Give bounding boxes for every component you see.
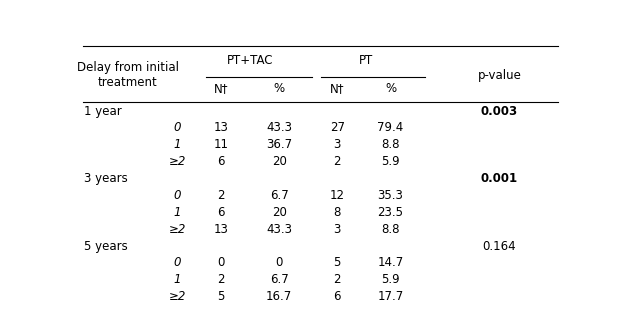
- Text: 43.3: 43.3: [266, 223, 292, 236]
- Text: 2: 2: [217, 189, 225, 202]
- Text: 1: 1: [174, 138, 181, 151]
- Text: 13: 13: [214, 121, 229, 135]
- Text: 35.3: 35.3: [378, 189, 404, 202]
- Text: 0: 0: [174, 189, 181, 202]
- Text: 1: 1: [174, 206, 181, 219]
- Text: 6.7: 6.7: [270, 273, 289, 286]
- Text: 2: 2: [334, 273, 341, 286]
- Text: 5 years: 5 years: [84, 240, 128, 252]
- Text: Delay from initial
treatment: Delay from initial treatment: [77, 61, 179, 89]
- Text: 79.4: 79.4: [378, 121, 404, 135]
- Text: %: %: [385, 82, 396, 95]
- Text: 0.164: 0.164: [482, 240, 516, 252]
- Text: 20: 20: [272, 155, 287, 168]
- Text: 0: 0: [217, 256, 225, 270]
- Text: 6.7: 6.7: [270, 189, 289, 202]
- Text: 0: 0: [174, 256, 181, 270]
- Text: ≥2: ≥2: [169, 290, 186, 303]
- Text: 20: 20: [272, 206, 287, 219]
- Text: 0.003: 0.003: [481, 105, 518, 118]
- Text: 3: 3: [334, 138, 341, 151]
- Text: 3: 3: [334, 223, 341, 236]
- Text: 8: 8: [334, 206, 341, 219]
- Text: 3 years: 3 years: [84, 172, 128, 185]
- Text: 2: 2: [334, 155, 341, 168]
- Text: ≥2: ≥2: [169, 155, 186, 168]
- Text: 16.7: 16.7: [266, 290, 292, 303]
- Text: 27: 27: [330, 121, 345, 135]
- Text: 17.7: 17.7: [378, 290, 404, 303]
- Text: 36.7: 36.7: [266, 138, 292, 151]
- Text: 12: 12: [330, 189, 345, 202]
- Text: PT+TAC: PT+TAC: [227, 54, 273, 67]
- Text: N†: N†: [330, 82, 344, 95]
- Text: 13: 13: [214, 223, 229, 236]
- Text: 5.9: 5.9: [381, 155, 400, 168]
- Text: 8.8: 8.8: [381, 138, 400, 151]
- Text: ≥2: ≥2: [169, 223, 186, 236]
- Text: 0: 0: [174, 121, 181, 135]
- Text: %: %: [274, 82, 285, 95]
- Text: 1: 1: [174, 273, 181, 286]
- Text: N†: N†: [214, 82, 228, 95]
- Text: 1 year: 1 year: [84, 105, 122, 118]
- Text: 6: 6: [217, 206, 225, 219]
- Text: 0.001: 0.001: [481, 172, 518, 185]
- Text: 23.5: 23.5: [378, 206, 404, 219]
- Text: 14.7: 14.7: [378, 256, 404, 270]
- Text: 5: 5: [217, 290, 225, 303]
- Text: 6: 6: [334, 290, 341, 303]
- Text: 5.9: 5.9: [381, 273, 400, 286]
- Text: 43.3: 43.3: [266, 121, 292, 135]
- Text: 8.8: 8.8: [381, 223, 400, 236]
- Text: 5: 5: [334, 256, 341, 270]
- Text: 11: 11: [214, 138, 229, 151]
- Text: PT: PT: [359, 54, 374, 67]
- Text: 0: 0: [276, 256, 283, 270]
- Text: 2: 2: [217, 273, 225, 286]
- Text: 6: 6: [217, 155, 225, 168]
- Text: p-value: p-value: [478, 69, 521, 82]
